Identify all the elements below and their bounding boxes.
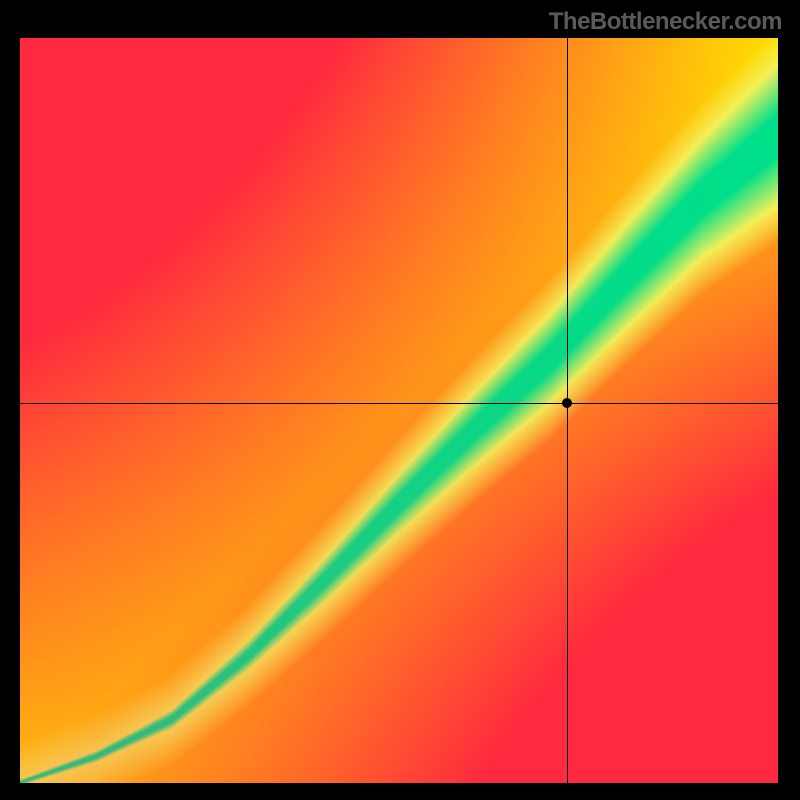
- crosshair-horizontal: [20, 403, 778, 404]
- crosshair-vertical: [567, 38, 568, 783]
- heatmap-canvas: [20, 38, 778, 783]
- chart-container: TheBottlenecker.com: [0, 0, 800, 800]
- selection-marker: [562, 398, 572, 408]
- watermark-text: TheBottlenecker.com: [549, 8, 782, 36]
- bottleneck-plot: [20, 38, 778, 783]
